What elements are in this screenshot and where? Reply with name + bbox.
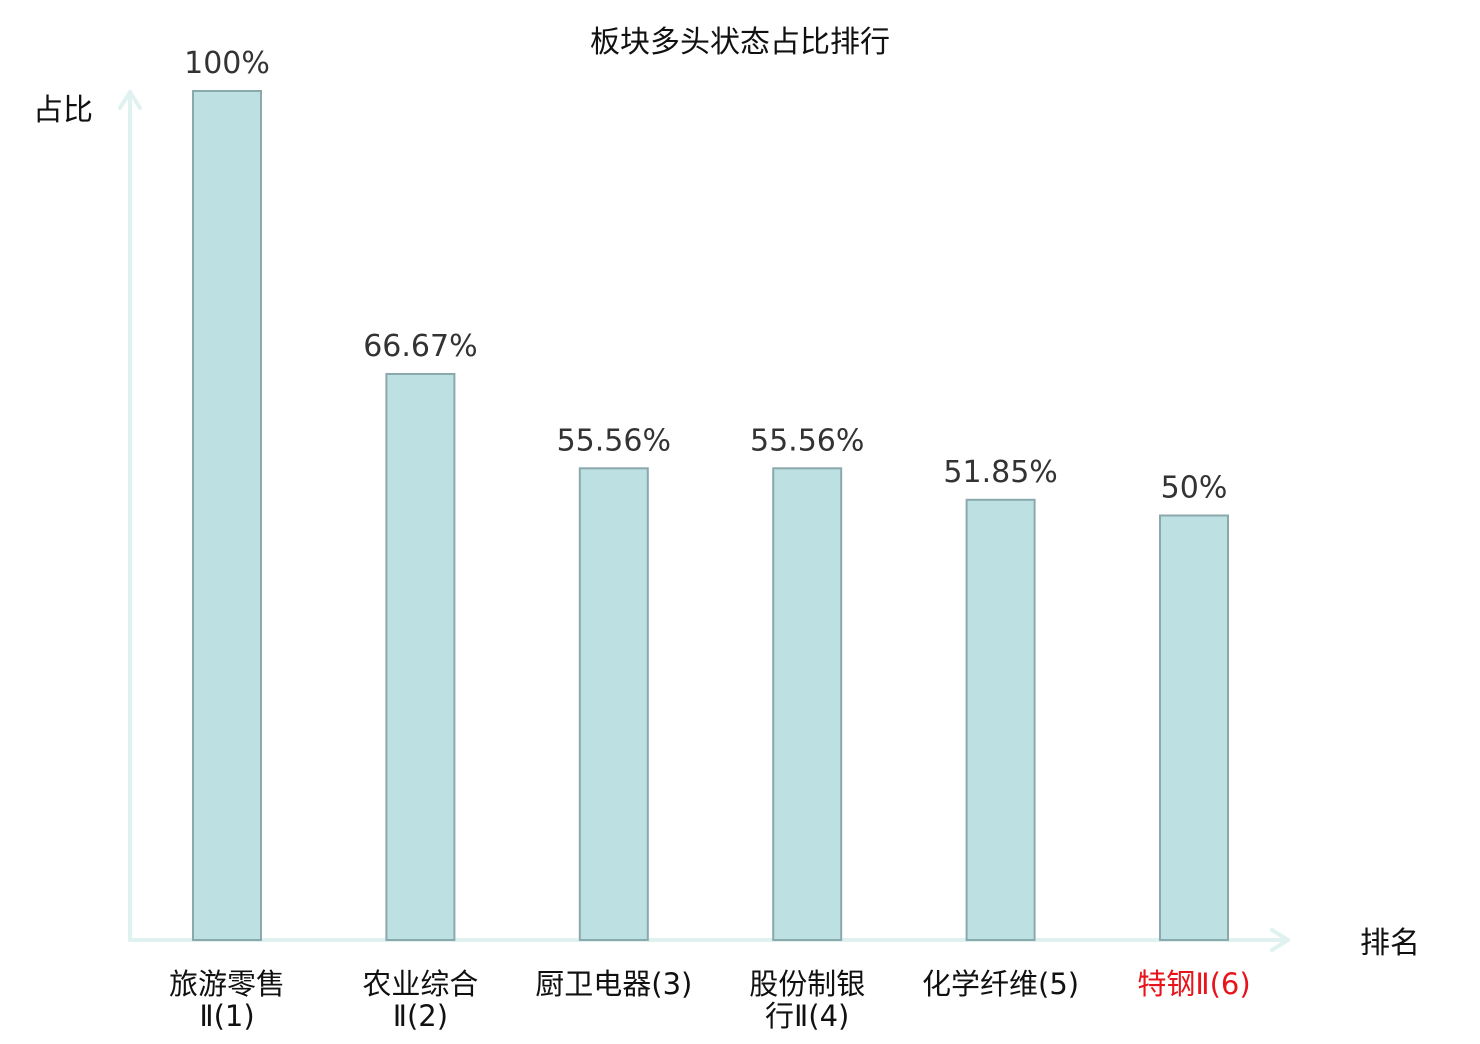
category-label: 农业综合 bbox=[362, 967, 478, 1001]
bar bbox=[772, 467, 843, 941]
category-label: 行Ⅱ(4) bbox=[765, 999, 849, 1033]
category-label: 旅游零售 bbox=[169, 967, 285, 1001]
value-labels: 100% 66.67% 55.56% 55.56% 51.85% 50% bbox=[184, 46, 1227, 506]
value-label: 50% bbox=[1161, 471, 1228, 506]
category-label: Ⅱ(2) bbox=[393, 999, 448, 1033]
value-label: 51.85% bbox=[943, 455, 1057, 490]
value-label: 55.56% bbox=[750, 423, 864, 458]
y-axis-label: 占比 bbox=[33, 93, 93, 128]
category-label: 化学纤维(5) bbox=[922, 967, 1079, 1001]
bar bbox=[578, 467, 649, 941]
bar bbox=[385, 372, 456, 942]
category-label: 特钢Ⅱ(6) bbox=[1137, 967, 1250, 1001]
bar-series bbox=[192, 90, 1229, 942]
bar bbox=[965, 498, 1036, 941]
category-label: 厨卫电器(3) bbox=[535, 967, 692, 1001]
category-label: Ⅱ(1) bbox=[199, 999, 254, 1033]
category-label: 股份制银 bbox=[749, 967, 865, 1001]
x-axis-label: 排名 bbox=[1360, 926, 1420, 961]
value-label: 100% bbox=[184, 46, 270, 81]
x-axis-arrow bbox=[1270, 928, 1290, 952]
bar bbox=[192, 90, 262, 941]
axes bbox=[118, 90, 1290, 952]
bar bbox=[1159, 514, 1229, 941]
value-label: 66.67% bbox=[363, 329, 477, 364]
y-axis-arrow bbox=[118, 90, 142, 110]
chart-title: 板块多头状态占比排行 bbox=[590, 25, 890, 60]
value-label: 55.56% bbox=[557, 423, 671, 458]
